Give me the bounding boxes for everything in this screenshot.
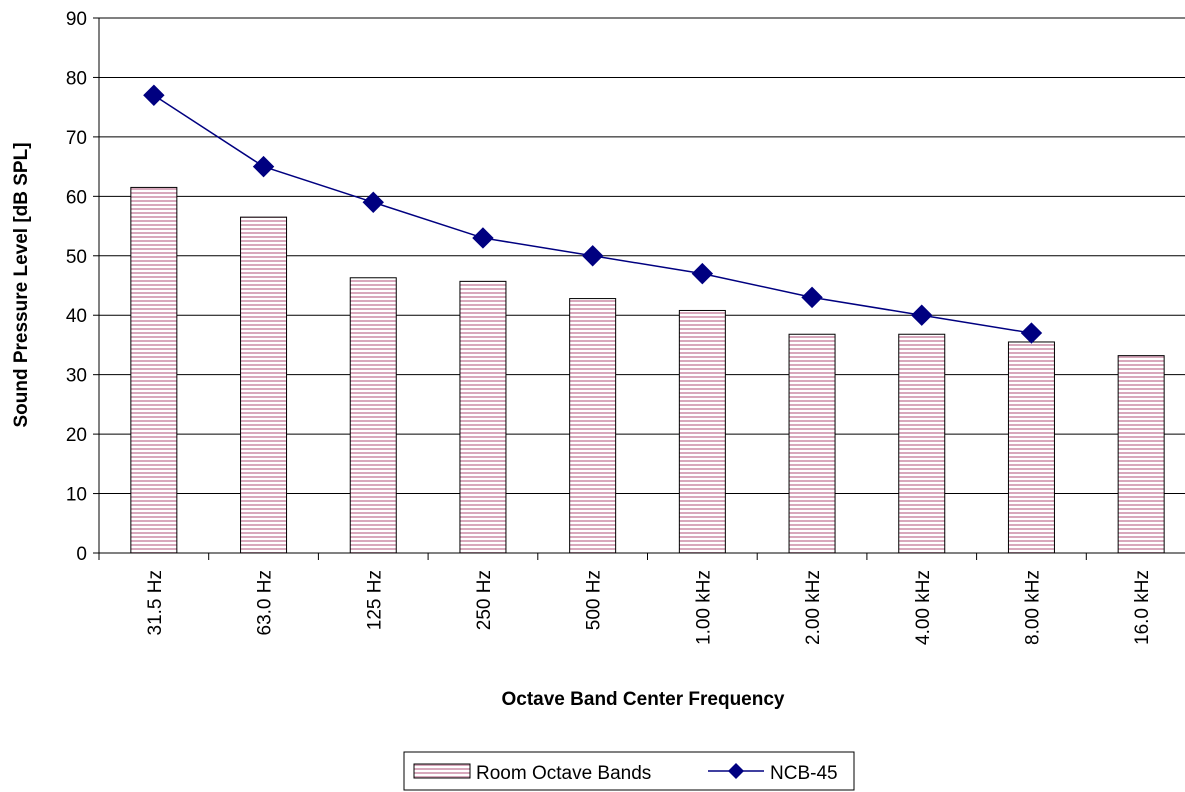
y-tick-label: 0 [76, 544, 87, 565]
y-tick-label: 30 [66, 366, 87, 387]
bar [898, 333, 946, 554]
x-tick-label: 1.00 kHz [693, 570, 714, 645]
x-tick-labels: 31.5 Hz 63.0 Hz 125 Hz 250 Hz 500 Hz 1.00 kHz… [145, 570, 1153, 645]
x-tick-label: 16.0 kHz [1132, 570, 1153, 645]
y-tick-label: 80 [66, 68, 87, 89]
y-tick-label: 40 [66, 306, 87, 327]
line-series [143, 84, 1043, 344]
legend-label: NCB-45 [770, 763, 838, 784]
bar [459, 280, 507, 554]
y-tick-label: 70 [66, 128, 87, 149]
x-tick-label: 250 Hz [474, 570, 495, 630]
bar [678, 309, 726, 554]
x-axis-title: Octave Band Center Frequency [502, 689, 785, 710]
x-tick-label: 125 Hz [364, 570, 385, 630]
point-marker [691, 262, 714, 285]
bar [349, 277, 397, 554]
x-tick-label: 500 Hz [584, 570, 605, 630]
point-marker [911, 304, 933, 326]
legend-box [403, 751, 855, 791]
y-tick-label: 50 [66, 247, 87, 268]
bar [240, 216, 288, 554]
point-marker [1020, 322, 1043, 344]
x-tick-label: 31.5 Hz [145, 570, 166, 635]
x-tick-label: 4.00 kHz [913, 570, 934, 645]
x-tick-label: 2.00 kHz [803, 570, 824, 645]
point-marker [801, 286, 823, 309]
point-marker [472, 227, 494, 249]
y-tick-label: 20 [66, 425, 87, 446]
bar [788, 333, 836, 554]
bar [1007, 341, 1055, 554]
y-tick-labels: 0 10 20 30 40 50 60 70 80 90 [66, 9, 87, 565]
y-tick-label: 90 [66, 9, 87, 30]
y-axis-title: Sound Pressure Level [dB SPL] [11, 142, 32, 427]
point-marker [362, 191, 384, 213]
legend: Room Octave Bands NCB-45 [403, 751, 855, 791]
x-tick-label: 8.00 kHz [1022, 570, 1043, 645]
bar-series [130, 186, 1165, 554]
point-marker [143, 84, 165, 106]
x-tick-label: 63.0 Hz [255, 570, 276, 635]
bar [130, 186, 178, 554]
y-tick-label: 60 [66, 187, 87, 208]
axes [93, 17, 1185, 560]
y-tick-label: 10 [66, 485, 87, 506]
legend-label: Room Octave Bands [476, 763, 651, 784]
bar [569, 298, 617, 554]
point-marker [581, 245, 604, 267]
point-marker [252, 155, 275, 178]
legend-marker [728, 763, 744, 779]
legend-swatch-bar [413, 763, 471, 779]
bar [1117, 355, 1165, 554]
